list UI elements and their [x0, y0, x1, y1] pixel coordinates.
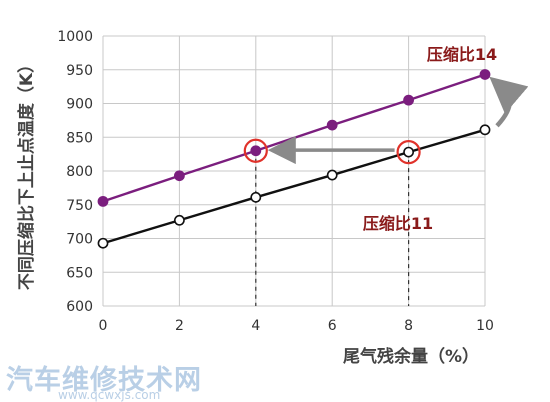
watermark-url: www.qcwxjs.com — [58, 388, 161, 402]
x-tick-label: 6 — [328, 318, 337, 334]
y-tick-label: 600 — [66, 299, 93, 315]
data-point — [403, 146, 414, 158]
data-point — [250, 145, 262, 157]
series-label-cr11: 压缩比11 — [363, 214, 433, 233]
y-tick-label: 1000 — [57, 29, 93, 45]
curved-arrow — [489, 76, 529, 128]
data-point — [173, 214, 185, 226]
data-point — [250, 191, 262, 203]
series-label-cr14: 压缩比14 — [427, 45, 497, 64]
y-tick-label: 700 — [66, 232, 93, 248]
data-point — [326, 169, 338, 181]
data-point — [326, 119, 338, 131]
grid — [102, 35, 486, 307]
series-line — [102, 73, 486, 203]
y-tick-label: 650 — [66, 265, 93, 281]
data-point — [403, 94, 414, 106]
series-line — [102, 128, 486, 245]
series-1 — [97, 124, 491, 249]
x-tick-label: 0 — [99, 318, 108, 334]
x-tick-label: 10 — [476, 318, 494, 334]
highlights — [243, 76, 529, 165]
data-point — [173, 170, 185, 182]
x-tick-label: 4 — [251, 318, 260, 334]
data-point — [97, 195, 109, 207]
highlight-ring — [243, 138, 268, 163]
watermark: 汽车维修技术网 — [6, 365, 202, 396]
y-tick-label: 950 — [66, 63, 93, 79]
tick-labels: 600 650 700 750 800 850 900 950 1000 0 2 4 6 8 10 — [57, 29, 494, 334]
data-point — [479, 124, 491, 136]
y-tick-label: 800 — [66, 164, 93, 180]
x-tick-label: 8 — [404, 318, 413, 334]
annotations — [255, 150, 410, 306]
data-point — [97, 237, 109, 249]
y-tick-label: 900 — [66, 97, 93, 113]
highlight-ring — [396, 140, 421, 165]
x-axis-label: 尾气残余量（%） — [343, 346, 479, 367]
y-axis-label: 不同压缩比下上止点温度（K） — [16, 56, 37, 290]
data-point — [479, 69, 491, 80]
y-tick-label: 750 — [66, 198, 93, 214]
y-tick-label: 850 — [66, 130, 93, 146]
x-tick-label: 2 — [175, 318, 184, 334]
